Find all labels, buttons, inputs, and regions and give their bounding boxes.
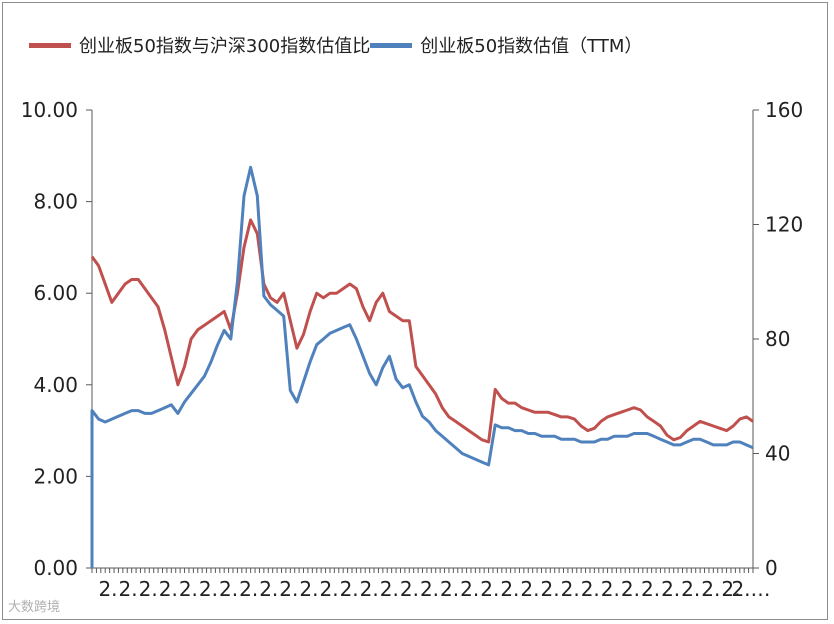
- x-tick-label: 2.: [279, 577, 298, 601]
- x-tick-label: 2.: [179, 577, 198, 601]
- x-tick-label: 2.: [500, 577, 519, 601]
- x-tick-label: 2.: [520, 577, 539, 601]
- legend-label-ratio: 创业板50指数与沪深300指数估值比: [79, 36, 371, 57]
- legend-item-ratio: 创业板50指数与沪深300指数估值比: [29, 32, 370, 58]
- x-tick-label: 2.: [661, 577, 680, 601]
- x-tick-label: 2.: [581, 577, 600, 601]
- watermark: 大数跨境: [8, 600, 61, 615]
- legend: 创业板50指数与沪深300指数估值比 创业板50指数估值（TTM）: [29, 33, 642, 57]
- x-tick-label: 2.: [380, 577, 399, 601]
- x-tick-label: 2.: [199, 577, 218, 601]
- y-right-tick-label: 40: [765, 442, 790, 466]
- y-right-tick-label: 160: [765, 98, 803, 122]
- y-left-tick-label: 4.00: [33, 373, 78, 397]
- y-left-tick-label: 2.00: [33, 464, 78, 488]
- y-left-tick-label: 0.00: [33, 556, 78, 580]
- x-tick-label: 2.: [239, 577, 258, 601]
- x-tick-label: 2.…: [731, 577, 770, 601]
- x-tick-label: 2.: [621, 577, 640, 601]
- x-tick-label: 2.: [541, 577, 560, 601]
- x-tick-label: 2.: [259, 577, 278, 601]
- x-tick-label: 2.: [219, 577, 238, 601]
- x-tick-label: 2.: [561, 577, 580, 601]
- x-tick-label: 2.: [701, 577, 720, 601]
- x-tick-label: 2.: [119, 577, 138, 601]
- legend-item-ttm: 创业板50指数估值（TTM）: [370, 32, 642, 58]
- x-tick-label: 2.: [299, 577, 318, 601]
- legend-swatch-ttm: [370, 42, 413, 48]
- x-tick-label: 2.: [641, 577, 660, 601]
- x-tick-label: 2.: [681, 577, 700, 601]
- x-tick-label: 2.: [319, 577, 338, 601]
- legend-label-ttm: 创业板50指数估值（TTM）: [420, 36, 643, 57]
- series-line-ratio: [90, 218, 754, 444]
- x-tick-label: 2.: [98, 577, 117, 601]
- y-right-tick-label: 120: [765, 213, 803, 237]
- x-tick-label: 2.: [721, 577, 740, 601]
- series-line-ttm: [90, 165, 754, 568]
- y-left-tick-label: 6.00: [33, 281, 78, 305]
- y-right-tick-label: 80: [765, 327, 790, 351]
- y-left-tick-label: 10.00: [21, 98, 78, 122]
- x-tick-label: 2.: [139, 577, 158, 601]
- y-right-tick-label: 0: [765, 556, 778, 580]
- x-tick-label: 2.: [420, 577, 439, 601]
- x-tick-label: 2.: [400, 577, 419, 601]
- x-tick-label: 2.: [340, 577, 359, 601]
- x-tick-label: 2.: [159, 577, 178, 601]
- y-left-tick-label: 8.00: [33, 190, 78, 214]
- x-tick-label: 2.: [360, 577, 379, 601]
- x-tick-label: 2.: [480, 577, 499, 601]
- legend-swatch-ratio: [29, 42, 71, 48]
- x-tick-label: 2.: [601, 577, 620, 601]
- x-tick-label: 2.: [460, 577, 479, 601]
- x-tick-label: 2.: [440, 577, 459, 601]
